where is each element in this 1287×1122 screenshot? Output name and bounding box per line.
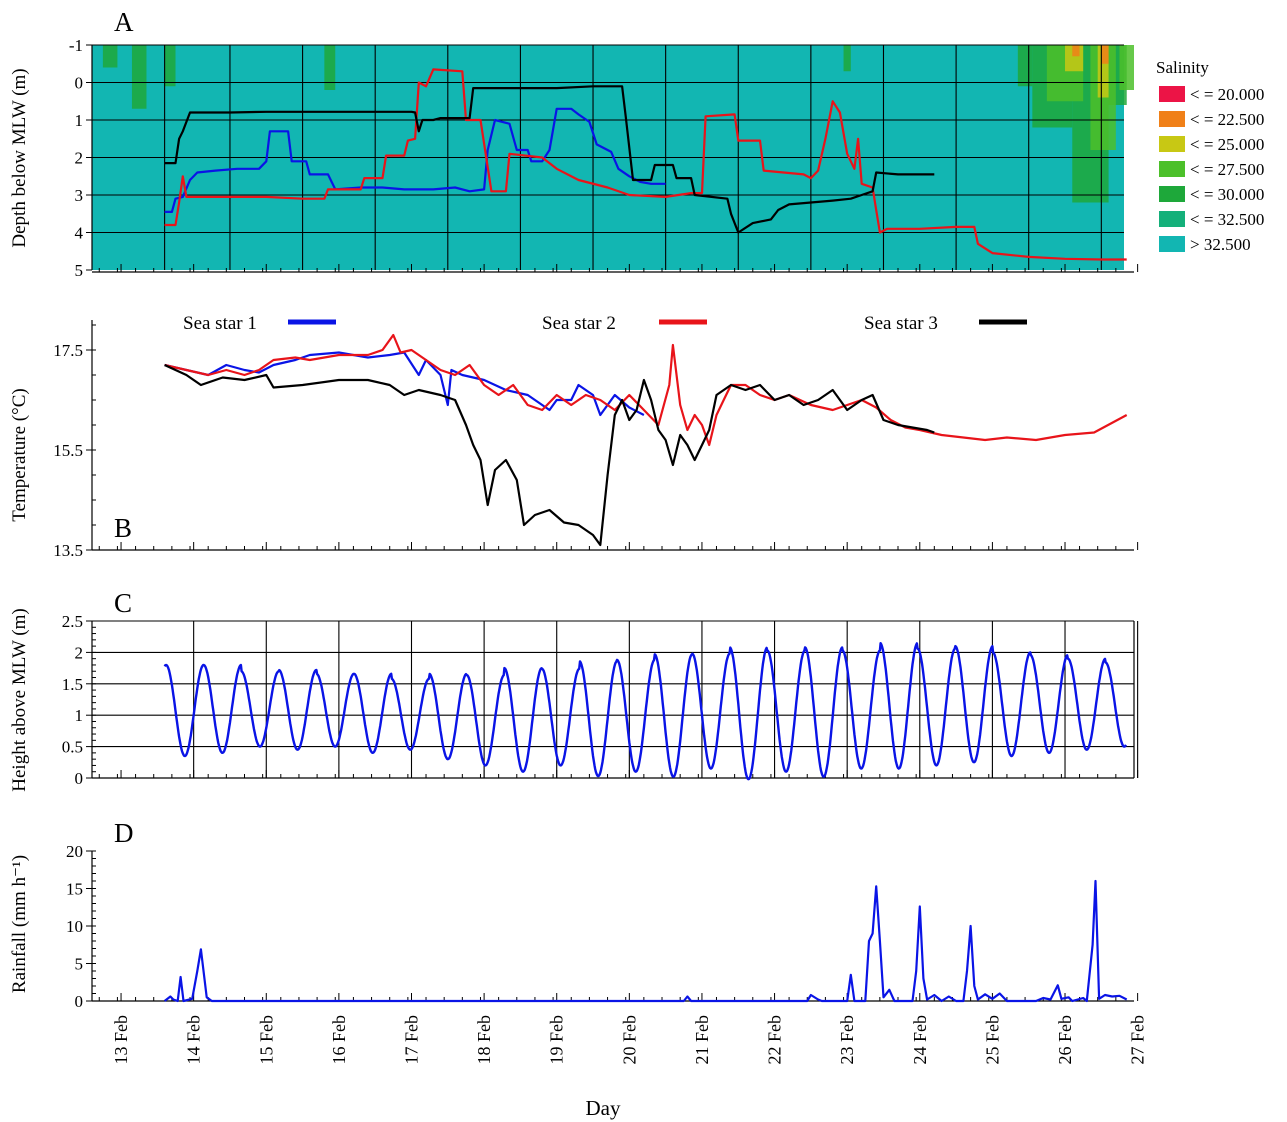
x-tick-label: 18 Feb xyxy=(474,1015,494,1065)
y-tick-label: 2 xyxy=(75,643,84,662)
x-tick-label: 22 Feb xyxy=(765,1015,785,1065)
y-tick-label: 17.5 xyxy=(53,341,83,360)
temperature-line-sea-star-1 xyxy=(164,351,645,417)
salinity-legend-label: < = 27.500 xyxy=(1190,160,1264,179)
panel-a-depth-salinity: -1 0 1 2 3 4 5 Depth below MLW (m) xyxy=(9,36,1139,280)
x-tick-label: 25 Feb xyxy=(982,1015,1002,1065)
x-tick-label: 26 Feb xyxy=(1055,1015,1075,1065)
x-tick-label: 23 Feb xyxy=(837,1015,857,1065)
y-tick-label: 0 xyxy=(75,74,84,93)
salinity-patch xyxy=(843,45,851,72)
panel-label-c: C xyxy=(114,588,132,618)
y-tick-label: 0 xyxy=(75,769,84,788)
y-axis-title: Height above MLW (m) xyxy=(9,608,30,791)
x-tick-label: 24 Feb xyxy=(910,1015,930,1065)
y-tick-label: 1 xyxy=(75,706,84,725)
y-tick-label: 2.5 xyxy=(62,612,83,631)
depth-line-sea-star-3 xyxy=(164,85,935,234)
series-legend: Sea star 1 Sea star 2 Sea star 3 xyxy=(183,313,1027,334)
x-tick-label: 19 Feb xyxy=(547,1015,567,1065)
salinity-legend: Salinity < = 20.000 < = 22.500 < = 25.000 < … xyxy=(1156,58,1264,254)
salinity-patch xyxy=(324,45,336,90)
y-tick-label: 15 xyxy=(66,880,83,899)
x-axis-title: Day xyxy=(586,1096,621,1120)
y-tick-label: 2 xyxy=(75,149,84,168)
y-axis-title: Depth below MLW (m) xyxy=(9,68,30,247)
y-tick-label: 3 xyxy=(75,186,84,205)
x-tick-label: 17 Feb xyxy=(401,1015,421,1065)
salinity-legend-label: < = 30.000 xyxy=(1190,185,1264,204)
salinity-legend-title: Salinity xyxy=(1156,58,1209,77)
salinity-legend-label: > 32.500 xyxy=(1190,235,1251,254)
panel-label-a: A xyxy=(114,7,134,37)
y-tick-label: 1 xyxy=(75,111,84,130)
salinity-legend-swatch xyxy=(1159,161,1185,177)
y-axis-title: Rainfall (mm h⁻¹) xyxy=(9,855,30,993)
salinity-legend-swatch xyxy=(1159,111,1185,127)
salinity-patch xyxy=(1119,45,1134,90)
y-tick-label: -1 xyxy=(69,36,83,55)
series-legend-label: Sea star 2 xyxy=(542,313,616,334)
salinity-patch xyxy=(1072,45,1080,57)
x-tick-label: 20 Feb xyxy=(619,1015,639,1065)
salinity-legend-swatch xyxy=(1159,136,1185,152)
y-tick-label: 10 xyxy=(66,917,83,936)
salinity-patch xyxy=(1017,45,1033,87)
series-legend-label: Sea star 1 xyxy=(183,313,257,334)
salinity-legend-swatch xyxy=(1159,211,1185,227)
salinity-legend-label: < = 32.500 xyxy=(1190,210,1264,229)
salinity-patch xyxy=(102,45,118,68)
salinity-patch xyxy=(164,45,176,87)
x-tick-label: 21 Feb xyxy=(692,1015,712,1065)
y-tick-label: 0 xyxy=(75,992,84,1011)
salinity-legend-swatch xyxy=(1159,186,1185,202)
tide-height-line xyxy=(163,642,1128,781)
panel-label-d: D xyxy=(114,818,134,848)
x-tick-label: 13 Feb xyxy=(111,1015,131,1065)
y-tick-label: 5 xyxy=(75,261,84,280)
salinity-legend-swatch xyxy=(1159,236,1185,252)
salinity-legend-label: < = 20.000 xyxy=(1190,85,1264,104)
shared-x-axis: 13 Feb 14 Feb 15 Feb 16 Feb 17 Feb 18 Feb 19 F… xyxy=(111,1015,1148,1065)
y-tick-label: 5 xyxy=(75,955,84,974)
x-tick-label: 16 Feb xyxy=(329,1015,349,1065)
panel-d-rainfall: 0 5 10 15 20 Rainfall (mm h⁻¹) xyxy=(9,842,1139,1011)
depth-line-sea-star-2 xyxy=(164,68,1127,261)
panel-label-b: B xyxy=(114,513,132,543)
panel-b-temperature: 13.5 15.5 17.5 Temperature (°C) xyxy=(9,320,1139,560)
salinity-legend-label: < = 22.500 xyxy=(1190,110,1264,129)
y-tick-label: 13.5 xyxy=(53,541,83,560)
x-tick-label: 14 Feb xyxy=(184,1015,204,1065)
x-tick-label: 15 Feb xyxy=(256,1015,276,1065)
salinity-legend-swatch xyxy=(1159,86,1185,102)
salinity-patch xyxy=(1097,45,1109,98)
y-axis-title: Temperature (°C) xyxy=(9,388,30,521)
series-legend-label: Sea star 3 xyxy=(864,313,938,334)
y-tick-label: 0.5 xyxy=(62,738,83,757)
salinity-patch xyxy=(1101,45,1109,64)
temperature-line-sea-star-2 xyxy=(164,333,1128,447)
salinity-legend-label: < = 25.000 xyxy=(1190,135,1264,154)
y-tick-label: 20 xyxy=(66,842,83,861)
temperature-line-sea-star-3 xyxy=(164,364,935,547)
salinity-patch xyxy=(131,45,147,109)
x-tick-label: 27 Feb xyxy=(1128,1015,1148,1065)
panel-c-tide-height: 0 0.5 1 1.5 2 2.5 Height above MLW (m) xyxy=(9,608,1139,792)
rainfall-line xyxy=(163,879,1128,1003)
y-tick-label: 15.5 xyxy=(53,441,83,460)
y-tick-label: 1.5 xyxy=(62,675,83,694)
depth-line-sea-star-1 xyxy=(164,107,666,213)
y-tick-label: 4 xyxy=(75,224,84,243)
